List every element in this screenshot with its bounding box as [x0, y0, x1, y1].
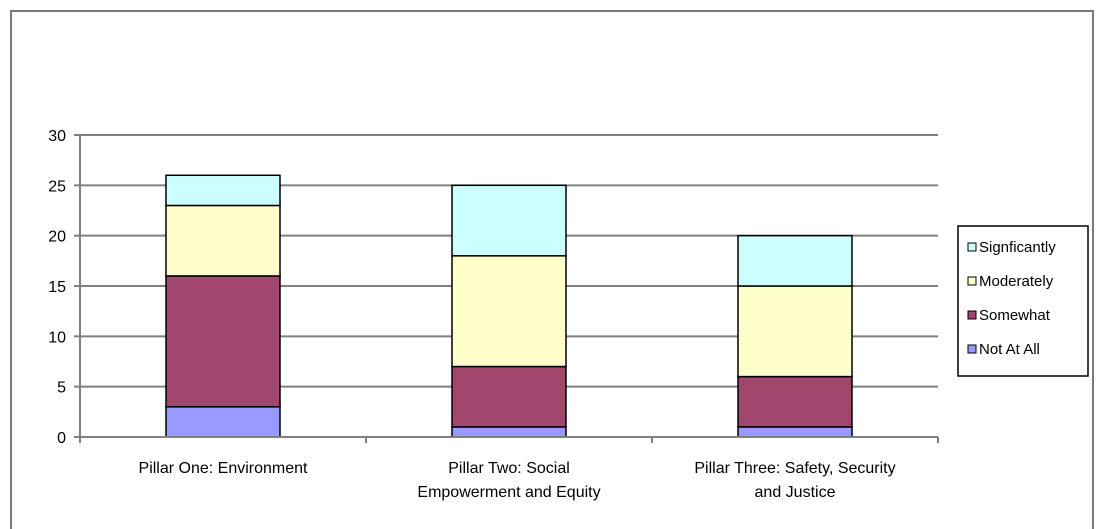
x-category-label: and Justice: [755, 484, 836, 501]
x-category-label: Pillar Two: Social: [448, 460, 570, 477]
x-category-label: Pillar One: Environment: [139, 460, 309, 477]
legend-label-not-at-all: Not At All: [979, 341, 1040, 358]
x-category-label: Pillar Three: Safety, Security: [694, 460, 895, 477]
bar-segment-somewhat: [451, 365, 567, 428]
bar-segment-not-at-all: [165, 406, 281, 438]
bar-segment-not-at-all: [737, 426, 853, 438]
y-tick-label: 25: [48, 178, 66, 195]
bar-segment-somewhat: [737, 375, 853, 428]
bar-segment-somewhat: [165, 275, 281, 408]
legend-swatch-not-at-all: [967, 344, 977, 354]
y-tick-label: 5: [57, 380, 66, 397]
y-tick-label: 10: [48, 329, 66, 346]
bar-segment-signficantly: [737, 234, 853, 287]
legend-swatch-moderately: [967, 276, 977, 286]
y-tick-label: 15: [48, 279, 66, 296]
bar-segment-moderately: [165, 204, 281, 277]
x-category-label: Empowerment and Equity: [417, 484, 600, 501]
legend-label-signficantly: Signficantly: [979, 239, 1056, 256]
legend-swatch-signficantly: [967, 242, 977, 252]
legend-swatch-somewhat: [967, 310, 977, 320]
bar-segment-signficantly: [165, 174, 281, 207]
y-tick-label: 0: [57, 430, 66, 447]
bar-segment-signficantly: [451, 184, 567, 257]
bar-segment-not-at-all: [451, 426, 567, 438]
y-tick-label: 30: [48, 128, 66, 145]
legend-label-moderately: Moderately: [979, 273, 1054, 290]
legend-box: [957, 225, 1089, 377]
y-tick-label: 20: [48, 229, 66, 246]
legend-label-somewhat: Somewhat: [979, 307, 1051, 324]
bar-segment-moderately: [737, 285, 853, 378]
bar-segment-moderately: [451, 255, 567, 368]
